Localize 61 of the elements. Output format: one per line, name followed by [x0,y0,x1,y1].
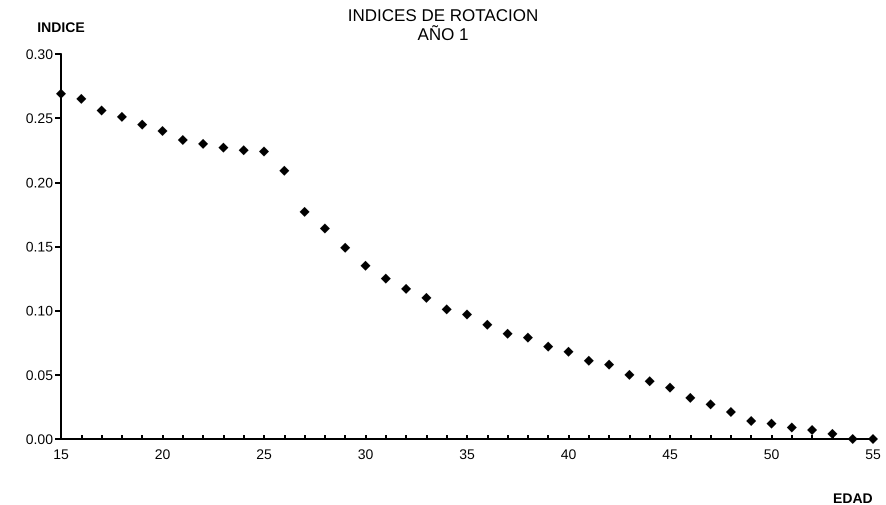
point [543,342,554,352]
point [238,145,249,156]
point [482,320,492,330]
point [564,346,574,357]
point [706,399,716,410]
x-tick-label: 20 [154,446,170,462]
point [522,332,533,343]
point [584,356,594,366]
y-tick-label: 0.00 [26,431,54,447]
y-tick-label: 0.15 [26,238,54,254]
point [786,422,797,432]
point [685,392,696,403]
point [604,360,614,370]
point [279,166,290,176]
x-tick-label: 55 [865,446,881,462]
x-tick-label: 40 [560,446,576,462]
point [137,120,148,130]
point [178,134,188,145]
point [868,434,878,444]
x-tick-label: 50 [764,446,780,462]
point [380,274,391,284]
chart-title: INDICES DE ROTACION [348,6,538,25]
x-tick-label: 45 [662,446,678,462]
point [442,304,452,314]
x-tick-label: 15 [53,446,69,462]
point [462,310,472,320]
point [158,126,168,136]
point [116,112,127,122]
y-tick-label: 0.30 [26,46,54,62]
point [218,142,228,153]
x-tick-label: 30 [358,446,374,462]
point [340,242,350,253]
point [96,105,107,116]
point [766,418,776,429]
point [624,370,634,380]
point [76,94,86,104]
y-tick-label: 0.05 [26,366,54,383]
point [360,260,370,271]
point [807,425,818,436]
point [198,138,208,149]
point [746,416,756,426]
point [665,382,675,393]
point [421,292,432,303]
point [644,376,655,386]
y-tick-label: 0.25 [26,110,54,126]
point [401,284,412,294]
point [827,428,838,439]
point [56,88,66,99]
x-tick-label: 35 [459,446,475,462]
point [726,407,736,418]
point [502,328,513,339]
point [848,434,858,444]
point [259,146,269,157]
y-tick-label: 0.10 [26,302,54,319]
x-tick-label: 25 [256,446,272,462]
chart-subtitle: AÑO 1 [417,25,469,44]
y-tick-label: 0.20 [26,174,54,190]
point [300,206,310,217]
point [320,224,330,234]
y-axis-title: INDICE [37,19,85,35]
x-axis-title: EDAD [833,490,873,505]
